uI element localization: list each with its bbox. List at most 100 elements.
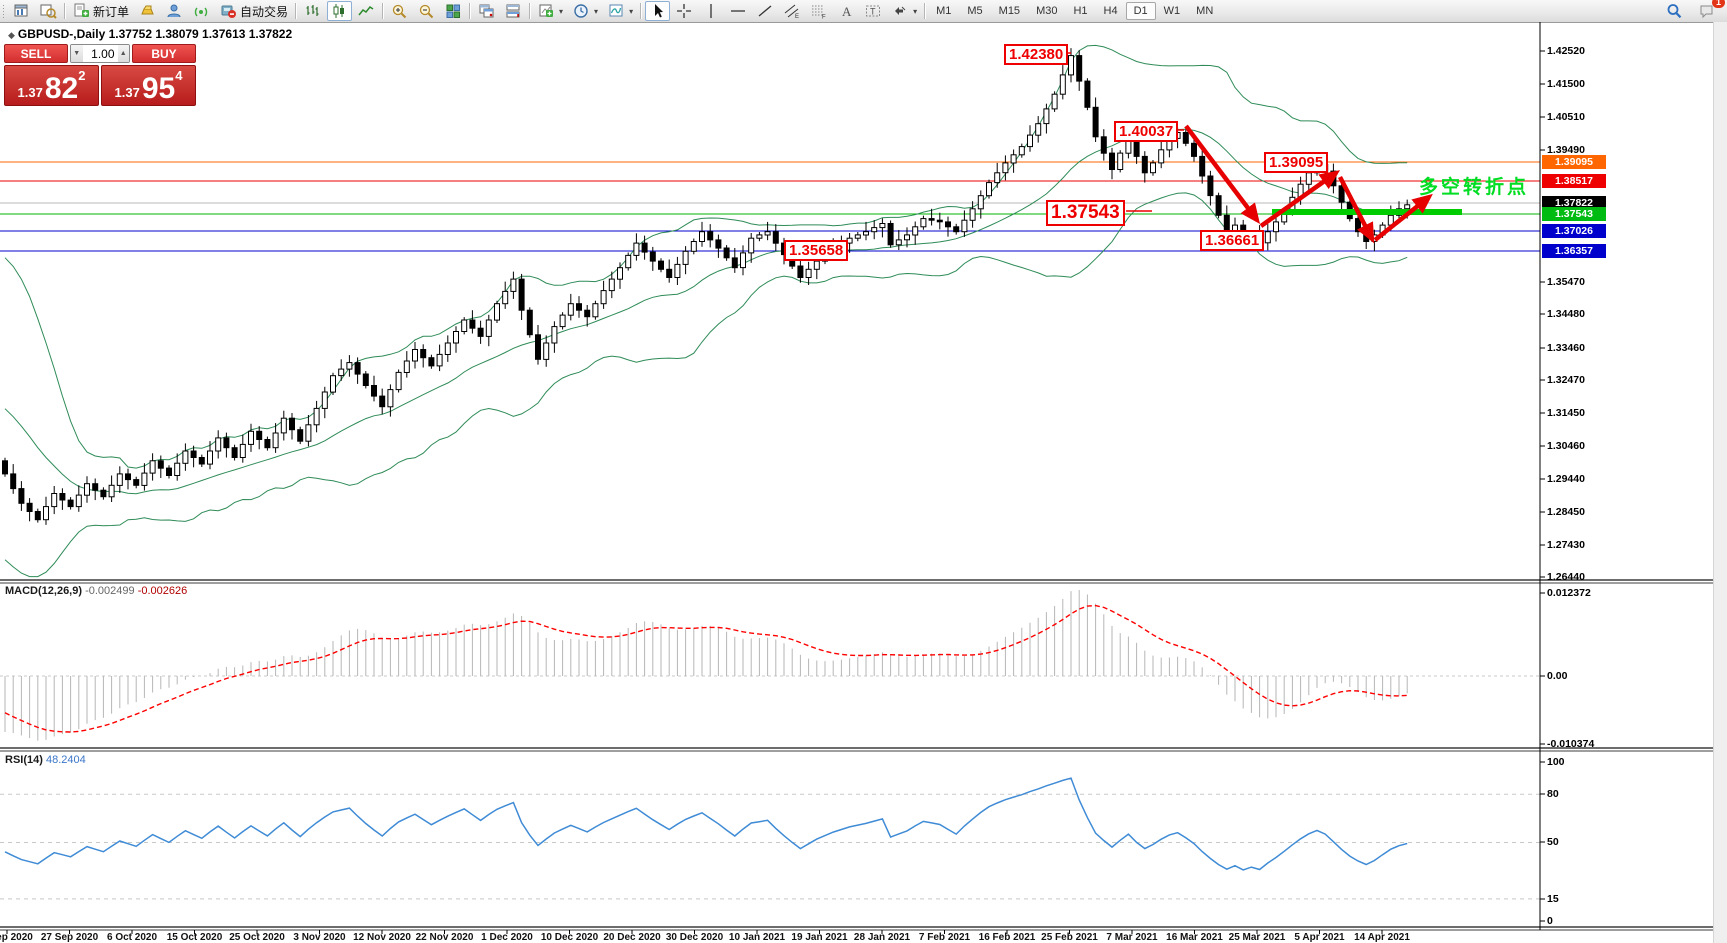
accounts-icon[interactable] xyxy=(162,1,187,21)
candles-layer xyxy=(2,48,1411,525)
date-axis-label[interactable]: 25 Oct 2020 xyxy=(229,932,285,943)
date-axis-label[interactable]: 12 Nov 2020 xyxy=(353,932,411,943)
trendline-button[interactable] xyxy=(753,1,778,21)
trend-arrow[interactable] xyxy=(1338,175,1375,244)
date-axis-label[interactable]: 15 Oct 2020 xyxy=(166,932,223,943)
zoom-out-button[interactable] xyxy=(414,1,439,21)
date-axis-label[interactable]: 27 Sep 2020 xyxy=(40,932,99,943)
buy-price-prefix: 1.37 xyxy=(114,85,140,100)
shapes-dropdown[interactable]: ▾ xyxy=(888,1,921,21)
macd-main-value: -0.002499 xyxy=(85,585,135,597)
crosshair-button[interactable] xyxy=(672,1,697,21)
price-axis-label: 1.41500 xyxy=(1547,78,1585,90)
date-axis-label[interactable]: 5 Apr 2021 xyxy=(1294,932,1345,943)
price-annotation-box[interactable]: 1.37543 xyxy=(1046,200,1125,226)
date-axis-label[interactable]: 16 Feb 2021 xyxy=(978,932,1036,943)
gold-icon[interactable] xyxy=(135,1,160,21)
timeframe-W1-button[interactable]: W1 xyxy=(1163,5,1181,17)
sell-button[interactable]: SELL xyxy=(4,44,68,63)
timeframe-M30-button[interactable]: M30 xyxy=(1036,5,1058,17)
date-axis-label[interactable]: 16 Mar 2021 xyxy=(1166,932,1223,943)
date-axis-label[interactable]: 1 Dec 2020 xyxy=(481,932,533,943)
date-axis-label[interactable]: 7 Feb 2021 xyxy=(918,932,971,943)
volume-decrease-button[interactable]: ▼ xyxy=(71,45,83,62)
search-button[interactable] xyxy=(1662,1,1687,21)
profiles-dropdown[interactable]: ▾ xyxy=(569,1,602,21)
price-axis-label: 1.34480 xyxy=(1547,308,1585,320)
fibonacci-button[interactable]: F xyxy=(807,1,832,21)
date-axis-label[interactable]: 25 Feb 2021 xyxy=(1041,932,1098,943)
date-axis-label[interactable]: 10 Jan 2021 xyxy=(728,932,786,943)
date-axis-label[interactable]: 28 Jan 2021 xyxy=(853,932,911,943)
chart-canvas[interactable] xyxy=(0,22,1727,943)
horizontal-line-button[interactable] xyxy=(726,1,751,21)
new-order-button[interactable]: 新订单 xyxy=(69,1,133,22)
date-axis-label[interactable]: 10 Dec 2020 xyxy=(540,932,599,943)
timeframe-MN-button[interactable]: MN xyxy=(1196,5,1214,17)
candlestick-chart-button[interactable] xyxy=(327,1,353,21)
timeframe-M1-button[interactable]: M1 xyxy=(936,5,952,17)
date-axis-label[interactable]: 6 Oct 2020 xyxy=(106,932,158,943)
text-label-button[interactable]: T xyxy=(861,1,886,21)
timeframe-M5-button[interactable]: M5 xyxy=(967,5,983,17)
toolbar-grip[interactable] xyxy=(2,4,6,18)
date-axis-label[interactable]: 7 Mar 2021 xyxy=(1106,932,1158,943)
date-axis-label[interactable]: 30 Dec 2020 xyxy=(665,932,724,943)
date-axis-label[interactable]: 25 Mar 2021 xyxy=(1228,932,1286,943)
trend-arrow[interactable] xyxy=(1184,124,1260,224)
date-axis-label[interactable]: 22 Nov 2020 xyxy=(415,932,474,943)
rsi-axis-label: 0 xyxy=(1547,915,1553,927)
timeframe-M15-button[interactable]: M15 xyxy=(998,5,1021,17)
buy-price-box[interactable]: 1.37 95 4 xyxy=(101,65,196,106)
price-tag: 1.37822 xyxy=(1542,196,1606,210)
line-chart-button[interactable] xyxy=(354,1,379,21)
sell-price-box[interactable]: 1.37 82 2 xyxy=(4,65,99,106)
volume-increase-button[interactable]: ▲ xyxy=(117,45,129,62)
chart-symbol-period: GBPUSD-,Daily xyxy=(17,27,106,41)
new-chart-dropdown[interactable]: ▾ xyxy=(534,1,567,21)
price-annotation-box[interactable]: 1.39095 xyxy=(1264,152,1329,174)
price-axis-label: 1.42520 xyxy=(1547,45,1585,57)
price-tag: 1.36357 xyxy=(1542,244,1606,258)
timeframe-D1-button[interactable]: D1 xyxy=(1125,2,1156,20)
trend-arrow[interactable] xyxy=(1259,170,1341,228)
cascade-windows-button[interactable] xyxy=(474,1,499,21)
sell-price-big: 82 xyxy=(44,72,79,105)
notifications-button[interactable]: 1 xyxy=(1695,0,1725,21)
price-annotation-box[interactable]: 1.42380 xyxy=(1004,44,1069,66)
price-annotation-box[interactable]: 1.35658 xyxy=(784,240,849,262)
buy-button[interactable]: BUY xyxy=(132,44,196,63)
equidistant-channel-button[interactable]: E xyxy=(780,1,805,21)
zoom-in-button[interactable] xyxy=(387,1,412,21)
date-axis-label[interactable]: 19 Jan 2021 xyxy=(791,932,848,943)
signals-icon[interactable] xyxy=(189,1,214,21)
date-axis-label[interactable]: 3 Nov 2020 xyxy=(293,932,346,943)
text-button[interactable]: A xyxy=(834,1,859,21)
price-axis-label: 1.32470 xyxy=(1547,374,1585,386)
auto-trading-button[interactable]: 自动交易 xyxy=(216,1,292,22)
data-window-icon[interactable] xyxy=(36,1,61,21)
charts-window-icon-icon xyxy=(13,3,30,19)
tile-windows-button[interactable] xyxy=(441,1,466,21)
timeframe-H4-button[interactable]: H4 xyxy=(1103,5,1118,17)
arrange-windows-button[interactable] xyxy=(501,1,526,21)
bar-chart-button[interactable] xyxy=(300,1,325,21)
charts-window-icon[interactable] xyxy=(9,1,34,21)
vertical-line-button[interactable] xyxy=(699,1,724,21)
date-axis-label[interactable]: 20 Dec 2020 xyxy=(603,932,661,943)
support-zone-bar[interactable] xyxy=(1272,209,1462,215)
signals-icon-icon xyxy=(193,3,210,19)
trend-arrow[interactable] xyxy=(1373,193,1433,242)
profiles-dropdown-icon xyxy=(573,3,590,19)
date-axis-label[interactable]: 14 Apr 2021 xyxy=(1354,932,1410,943)
price-annotation-box[interactable]: 1.36661 xyxy=(1200,230,1265,252)
volume-input[interactable] xyxy=(82,45,118,62)
macd-axis-label: 0.00 xyxy=(1547,670,1568,682)
timeframe-H1-button[interactable]: H1 xyxy=(1073,5,1088,17)
indicators-dropdown[interactable]: ▾ xyxy=(604,1,637,21)
zoom-out-button-icon xyxy=(418,3,435,19)
macd-signal-line xyxy=(4,604,1408,733)
date-axis-label[interactable]: 7 Sep 2020 xyxy=(0,932,33,943)
cursor-button[interactable] xyxy=(645,1,671,21)
price-annotation-box[interactable]: 1.40037 xyxy=(1114,121,1179,143)
